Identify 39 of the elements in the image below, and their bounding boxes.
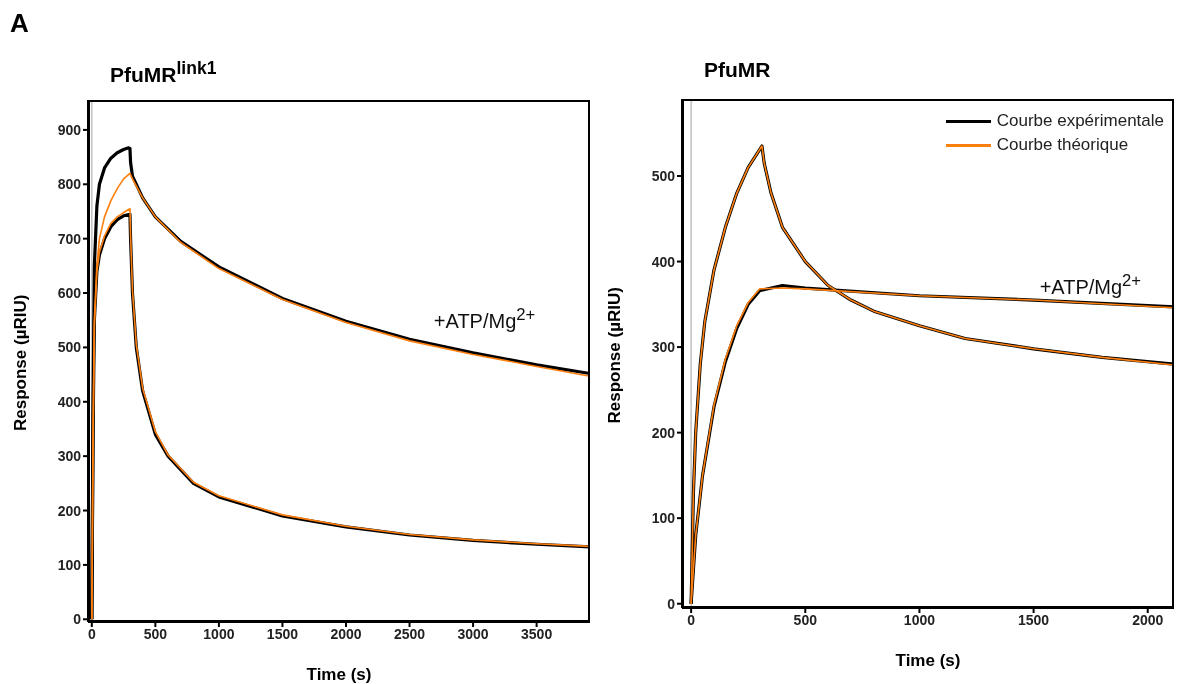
y-tick-label: 300 xyxy=(57,448,82,465)
y-tick-label: 400 xyxy=(57,393,82,410)
x-tick-label: 1000 xyxy=(203,625,235,642)
y-tick-label: 300 xyxy=(651,339,676,356)
x-tick-label: 3500 xyxy=(521,625,553,642)
y-tick-label: 400 xyxy=(651,253,676,270)
x-tick-label: 500 xyxy=(143,625,168,642)
y-axis-title: Response (µRIU) xyxy=(605,287,625,424)
y-tick-label: 200 xyxy=(57,502,82,519)
x-tick-label: 0 xyxy=(87,625,96,642)
x-tick-label: 1000 xyxy=(903,611,936,628)
x-axis-title: Time (s) xyxy=(306,665,372,684)
y-tick-label: 100 xyxy=(651,510,676,527)
y-tick-label: 0 xyxy=(667,595,676,612)
y-tick-label: 800 xyxy=(57,176,82,193)
y-tick-label: 700 xyxy=(57,230,82,247)
chart-title: PfuMR$^{link1}$ xyxy=(110,58,217,87)
x-tick-label: 2000 xyxy=(1132,611,1164,628)
y-tick-label: 200 xyxy=(651,424,676,441)
y-axis-title: Response (µRIU) xyxy=(11,294,31,431)
y-tick-label: 100 xyxy=(57,556,82,573)
x-tick-label: 1500 xyxy=(266,625,299,642)
y-tick-label: 600 xyxy=(57,285,82,301)
text: A xyxy=(10,8,29,39)
annotation: +ATP/Mg$^{2+}$ xyxy=(433,305,536,334)
chart-title: PfuMR xyxy=(704,58,771,82)
x-axis-title: Time (s) xyxy=(895,651,961,670)
x-tick-label: 0 xyxy=(687,611,696,628)
y-tick-label: 500 xyxy=(651,167,676,184)
x-tick-label: 500 xyxy=(793,611,818,628)
y-tick-label: 500 xyxy=(57,339,82,356)
x-tick-label: 3000 xyxy=(457,625,489,642)
annotation: +ATP/Mg$^{2+}$ xyxy=(1039,270,1142,299)
y-tick-label: 900 xyxy=(57,121,82,138)
legend-label: Courbe expérimentale xyxy=(996,110,1164,132)
x-tick-label: 1500 xyxy=(1018,611,1050,628)
x-tick-label: 2000 xyxy=(330,625,362,642)
x-tick-label: 2500 xyxy=(393,625,426,642)
legend-label: Courbe théorique xyxy=(996,134,1129,156)
